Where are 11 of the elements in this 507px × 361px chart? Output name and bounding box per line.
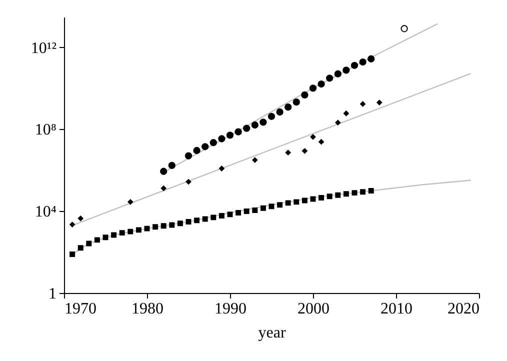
x-tick-label: 1980	[132, 300, 164, 318]
y-tick-label: 10⁴	[34, 204, 57, 221]
x-tick-label: 2020	[448, 300, 480, 318]
y-tick-label: 1	[48, 286, 56, 302]
x-tick-label: 1970	[64, 300, 96, 318]
x-tick-label: 2010	[380, 300, 412, 318]
y-tick-label: 10⁸	[34, 122, 56, 139]
x-axis-title: year	[258, 324, 286, 342]
y-tick-label: 10¹²	[30, 40, 57, 57]
x-tick-label: 2000	[298, 300, 330, 318]
x-tick-label: 1990	[214, 300, 246, 318]
